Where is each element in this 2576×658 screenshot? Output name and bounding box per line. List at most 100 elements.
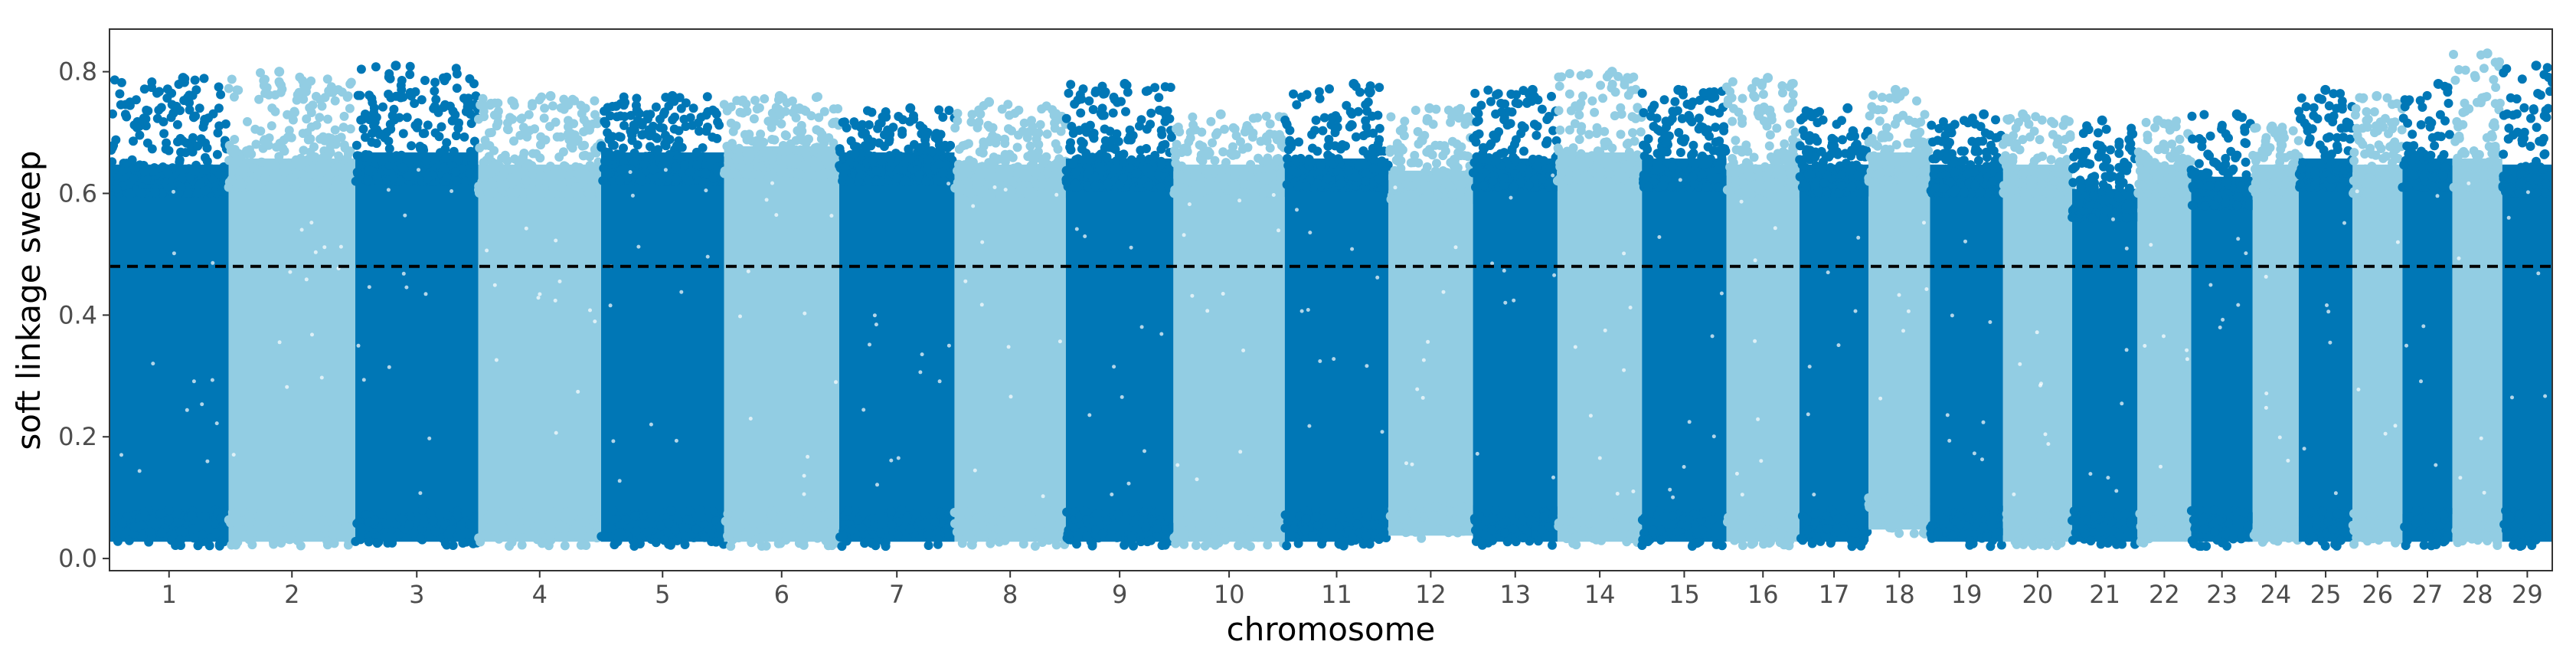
point (412, 166, 422, 176)
point (1728, 154, 1737, 163)
gap-texture (1453, 245, 1458, 250)
point (454, 118, 464, 128)
point (378, 102, 387, 112)
point (1368, 128, 1378, 138)
point (185, 105, 195, 115)
point (1737, 93, 1747, 103)
point (125, 188, 135, 198)
gap-texture (1512, 298, 1516, 303)
point (312, 120, 322, 130)
chromosome-11-dense-body (1284, 158, 1389, 542)
point (1854, 188, 1864, 198)
point (1027, 116, 1036, 126)
point (1646, 517, 1656, 527)
point (536, 132, 546, 142)
point (1470, 106, 1480, 116)
point (1813, 186, 1822, 196)
point (132, 123, 142, 133)
point (1449, 168, 1459, 178)
point (122, 159, 132, 169)
point (1361, 169, 1371, 178)
point (338, 123, 348, 133)
point (1684, 529, 1694, 539)
point (322, 536, 332, 546)
point (734, 145, 744, 155)
point (963, 507, 973, 517)
point (1492, 90, 1502, 100)
point (783, 506, 793, 516)
point (867, 107, 877, 117)
point (1746, 527, 1756, 537)
point (1301, 514, 1311, 524)
point (1319, 113, 1329, 123)
point (1717, 151, 1727, 160)
point (271, 162, 280, 172)
point (814, 113, 824, 123)
point (1440, 146, 1450, 156)
point (839, 172, 848, 182)
point (1695, 95, 1705, 105)
point (1334, 523, 1344, 532)
point (569, 119, 579, 129)
point (1300, 525, 1310, 535)
point (200, 511, 210, 521)
point (1263, 156, 1272, 166)
point (445, 101, 455, 111)
point (574, 188, 584, 198)
point (1608, 509, 1618, 519)
gap-texture (1318, 359, 1322, 363)
gap-texture (1365, 364, 1369, 368)
point (464, 103, 474, 113)
point (217, 186, 227, 196)
point (352, 175, 362, 185)
point (1200, 541, 1210, 551)
point (256, 68, 265, 77)
gap-texture (1756, 417, 1760, 421)
point (1502, 537, 1512, 547)
point (1643, 182, 1653, 192)
point (1313, 520, 1322, 530)
point (657, 171, 666, 181)
point (1764, 525, 1773, 535)
point (188, 133, 198, 142)
gap-texture (896, 456, 901, 460)
point (566, 516, 576, 526)
point (950, 123, 960, 133)
point (672, 141, 682, 151)
point (1741, 140, 1751, 150)
point (1068, 159, 1078, 169)
point (1113, 163, 1123, 172)
point (1112, 129, 1122, 139)
point (405, 70, 415, 80)
point (758, 532, 768, 542)
point (911, 509, 921, 519)
point (1084, 155, 1094, 165)
chromosome-16-dense-body (1726, 164, 1800, 542)
gap-texture (946, 343, 951, 348)
point (599, 531, 609, 541)
point (753, 142, 763, 151)
gap-texture (285, 385, 289, 389)
point (164, 516, 174, 525)
gap-texture (963, 279, 968, 283)
chromosome-6-dense-body (724, 146, 839, 542)
point (721, 516, 731, 526)
point (440, 76, 449, 86)
point (632, 105, 642, 115)
point (150, 188, 160, 198)
point (202, 156, 212, 166)
point (1271, 157, 1281, 167)
point (670, 112, 680, 122)
point (1438, 166, 1448, 175)
point (1129, 518, 1139, 528)
point (1637, 88, 1647, 98)
point (1077, 136, 1087, 146)
point (256, 126, 266, 136)
point (1038, 179, 1048, 189)
gap-texture (1719, 291, 1724, 296)
gap-texture (1393, 185, 1398, 190)
point (224, 140, 234, 150)
point (1064, 88, 1074, 98)
point (1313, 146, 1322, 156)
gap-texture (200, 402, 204, 407)
